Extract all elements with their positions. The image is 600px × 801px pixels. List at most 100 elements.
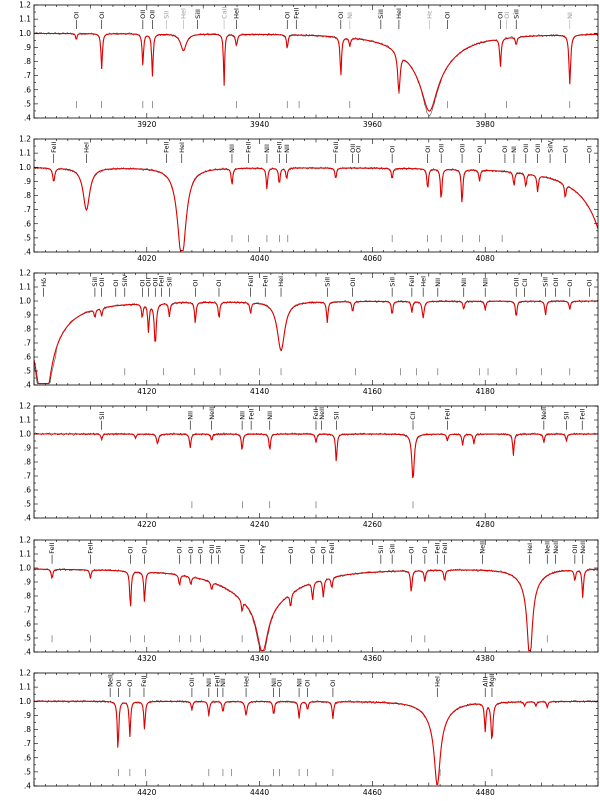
line-id-label: OI (304, 680, 312, 687)
line-id-label: FeII (433, 542, 441, 553)
line-id-label: SII (215, 546, 223, 554)
line-id-label: FeII (48, 542, 56, 553)
y-tick-label: .8 (24, 57, 31, 66)
line-id-label: SII (333, 412, 341, 420)
y-tick-label: .9 (24, 311, 31, 320)
x-tick-label: 4140 (250, 387, 269, 396)
y-tick-label: .5 (24, 767, 31, 776)
line-id-label: OII (349, 278, 357, 287)
line-id-label: NII (266, 411, 274, 420)
line-id-label: HeI (180, 8, 188, 19)
line-id-label: OI (561, 146, 569, 153)
line-id-label: OII (349, 144, 357, 153)
y-tick-label: .9 (24, 177, 31, 186)
line-id-label: FeII (214, 676, 222, 687)
y-tick-label: .5 (24, 233, 31, 242)
line-id-label: CaII (220, 6, 228, 18)
line-id-label: OII (139, 10, 147, 19)
line-id-label: OI (287, 547, 295, 554)
line-id-label: HeI (178, 142, 186, 153)
line-id-label: OI (329, 680, 337, 687)
line-id-label: OII (552, 278, 560, 287)
line-id-label: FeII (247, 275, 255, 286)
x-tick-label: 4180 (476, 387, 495, 396)
y-tick-label: .9 (24, 444, 31, 453)
line-id-label: SiII (388, 544, 396, 554)
line-id-label: OI (127, 547, 135, 554)
y-tick-label: .9 (24, 578, 31, 587)
x-tick-label: 4480 (476, 788, 495, 797)
line-id-label: NeII (540, 407, 548, 420)
line-id-label: FeII (163, 142, 171, 153)
y-tick-label: .4 (24, 381, 31, 390)
y-tick-label: .9 (24, 711, 31, 720)
y-tick-label: 1.2 (19, 135, 31, 144)
line-id-label: NII (205, 678, 213, 687)
line-id-label: FeII (276, 142, 284, 153)
line-id-label: CII (521, 278, 529, 286)
plot-frame (33, 539, 599, 653)
line-id-label: SiII (166, 277, 174, 287)
x-tick-label: 4360 (363, 654, 382, 663)
line-id-label: OI (408, 547, 416, 554)
line-id-label: SII (563, 412, 571, 420)
line-id-label: NeII (106, 674, 114, 687)
y-tick-label: 1.2 (19, 402, 31, 411)
line-id-label: OI (138, 280, 146, 287)
line-id-label: NII (238, 411, 246, 420)
line-id-label: HeI (233, 8, 241, 19)
y-tick-label: .4 (24, 114, 31, 123)
line-id-label: NII (219, 678, 227, 687)
line-id-label: NeII (579, 541, 587, 554)
line-id-label: OI (421, 547, 429, 554)
x-tick-label: 4060 (363, 254, 382, 263)
y-tick-label: .6 (24, 620, 31, 629)
line-id-label: NII (481, 278, 489, 287)
model-spectrum-line (34, 32, 598, 112)
model-spectrum-line (34, 300, 598, 385)
panel-5: .4 .5 .6 .7 .8 .9 1.0 1.1 1.2 4320 4340 4360 4380 FeI… (19, 536, 599, 663)
line-id-label: MgII (488, 673, 496, 687)
line-id-label: OI (444, 12, 452, 19)
x-tick-label: 4320 (137, 654, 156, 663)
y-tick-label: .7 (24, 739, 31, 748)
panel-4: .4 .5 .6 .7 .8 .9 1.0 1.1 1.2 4220 4240 4260 4280 SII… (19, 402, 599, 529)
line-id-label: OI (141, 547, 149, 554)
line-id-label: FeII (247, 408, 255, 419)
line-id-label: NII (228, 144, 236, 153)
line-id-label: OI (355, 146, 363, 153)
y-tick-label: 1.2 (19, 536, 31, 545)
panel-6: .4 .5 .6 .7 .8 .9 1.0 1.1 1.2 4420 4440 4460 4480 NeI… (19, 669, 599, 797)
line-id-label: NII (434, 278, 442, 287)
line-id-label: OI (73, 12, 81, 19)
line-id-label: OI (98, 12, 106, 19)
y-tick-label: 1.0 (19, 697, 31, 706)
line-id-label: NI (346, 12, 354, 19)
y-tick-label: 1.0 (19, 564, 31, 573)
line-id-label: OI (337, 12, 345, 19)
line-id-label: NeII (208, 407, 216, 420)
y-tick-label: .5 (24, 500, 31, 509)
line-id-label: SII (98, 412, 106, 420)
x-tick-label: 4240 (250, 520, 269, 529)
y-tick-label: .7 (24, 71, 31, 80)
line-id-label: SII (163, 11, 171, 19)
y-tick-label: .8 (24, 191, 31, 200)
line-id-label: OII (458, 144, 466, 153)
y-tick-label: .6 (24, 85, 31, 94)
line-id-label: Hε (426, 10, 434, 19)
line-id-label: AlII (481, 677, 489, 687)
y-tick-label: .6 (24, 219, 31, 228)
line-id-label: OI (497, 12, 505, 19)
line-id-label: FeII (312, 408, 320, 419)
line-id-label: NeII (552, 541, 560, 554)
y-tick-label: .5 (24, 634, 31, 643)
x-tick-label: 3940 (250, 120, 269, 129)
x-tick-label: 4020 (137, 254, 156, 263)
line-id-label: OI (424, 146, 432, 153)
line-id-label: OI (586, 280, 594, 287)
y-tick-label: .8 (24, 325, 31, 334)
y-tick-label: 1.0 (19, 430, 31, 439)
